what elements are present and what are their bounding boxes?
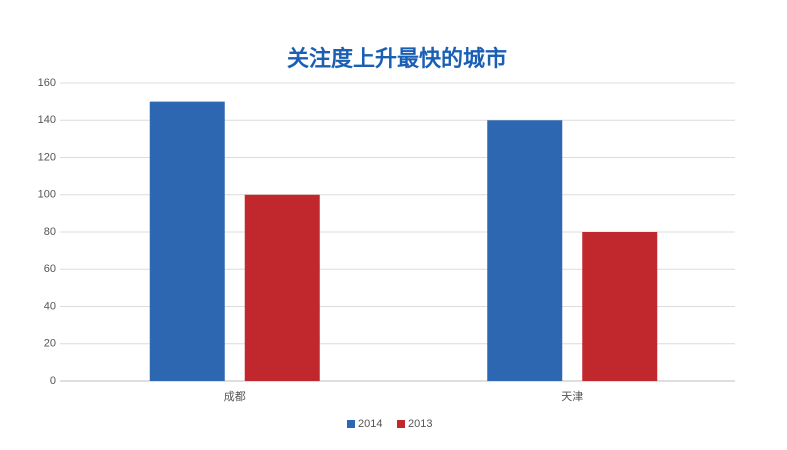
legend-swatch (397, 420, 405, 428)
y-tick-label: 40 (44, 300, 56, 312)
y-tick-label: 120 (38, 151, 56, 163)
y-tick-label: 160 (38, 77, 56, 89)
y-tick-label: 80 (44, 226, 56, 238)
x-tick-label: 天津 (561, 390, 583, 403)
bar (149, 101, 225, 381)
y-tick-label: 20 (44, 338, 56, 350)
legend-label: 2014 (358, 418, 382, 430)
chart-title: 关注度上升最快的城市 (287, 46, 507, 71)
y-tick-label: 100 (38, 189, 56, 201)
y-tick-label: 60 (44, 263, 56, 275)
x-tick-label: 成都 (224, 390, 246, 403)
bar (487, 120, 563, 381)
y-tick-label: 140 (38, 114, 56, 126)
y-tick-label: 0 (50, 375, 56, 387)
bar (582, 232, 658, 381)
legend-swatch (347, 420, 355, 428)
bar (244, 194, 320, 381)
legend-label: 2013 (408, 418, 432, 430)
